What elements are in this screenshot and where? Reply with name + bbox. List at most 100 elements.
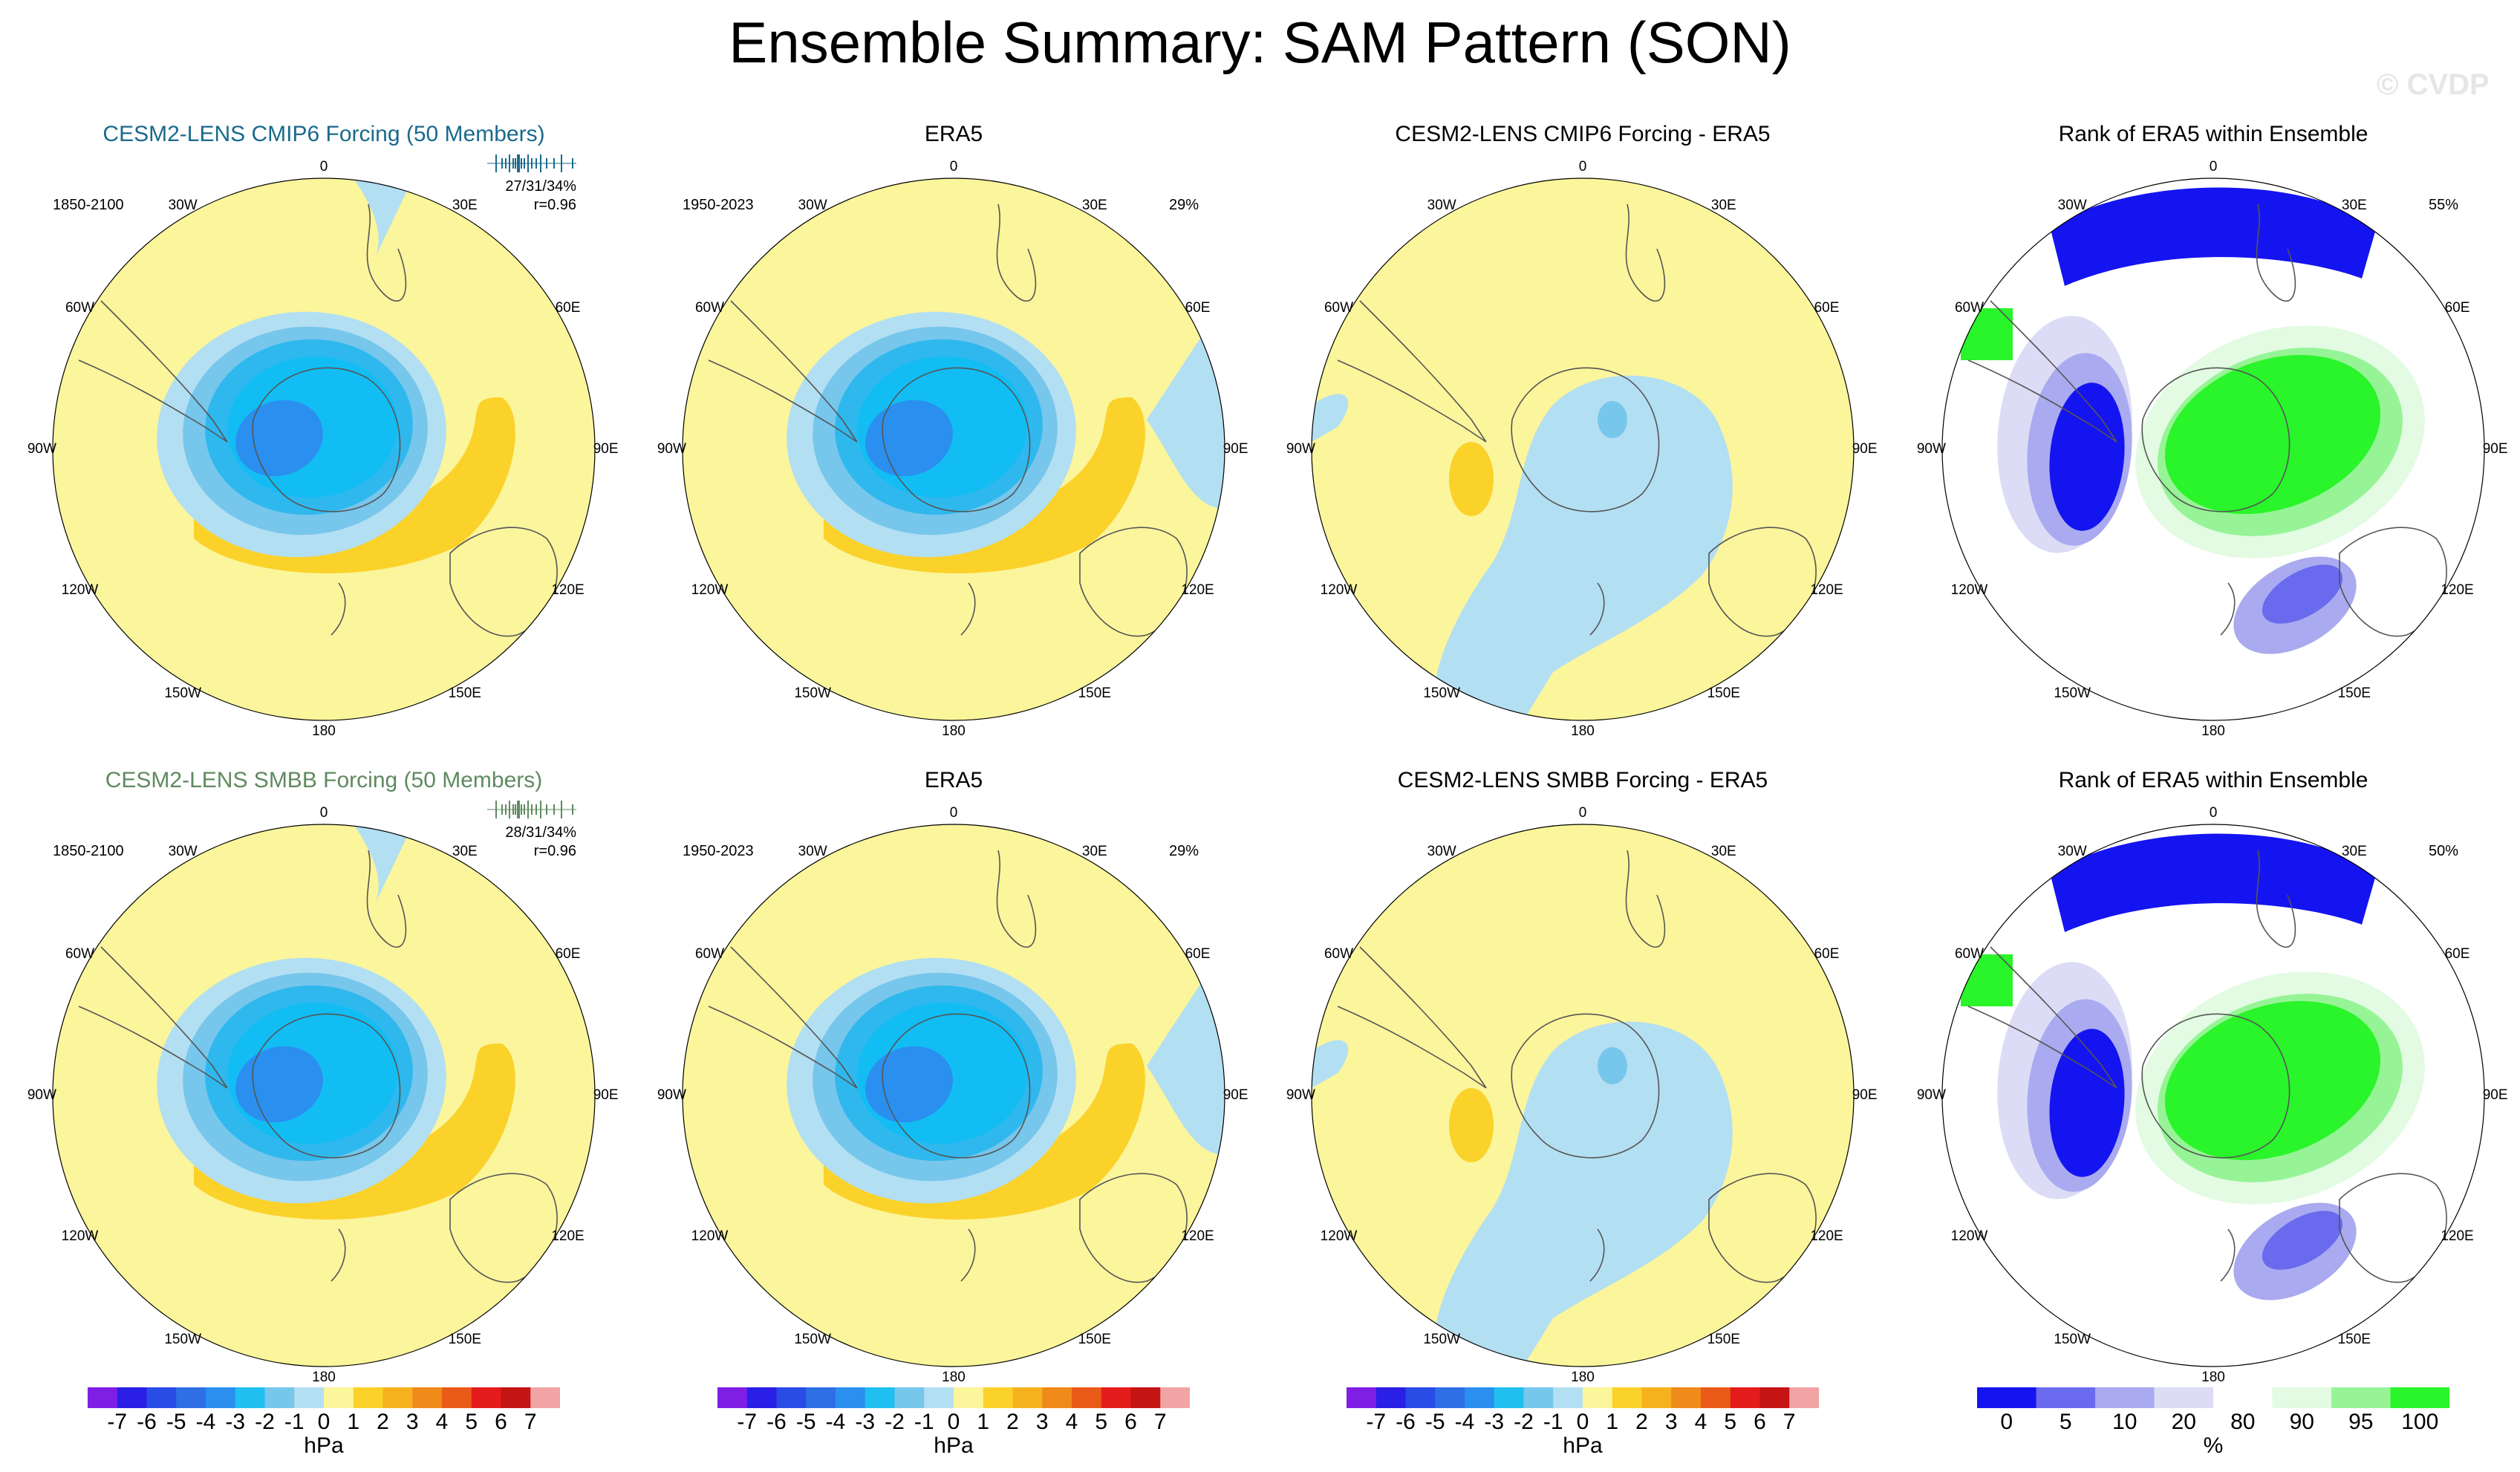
diff-panel-title: CESM2-LENS CMIP6 Forcing - ERA5 xyxy=(1395,122,1771,146)
longitude-label: 60W xyxy=(1954,946,1985,963)
colorbar-tick-label: 2 xyxy=(1635,1410,1648,1434)
longitude-label: 0 xyxy=(2209,805,2218,821)
longitude-label: 150W xyxy=(794,685,832,701)
rank-low-region-west xyxy=(2049,1029,2125,1177)
colorbar-swatch xyxy=(1612,1387,1642,1408)
negative-difference-core xyxy=(1598,1047,1627,1084)
colorbar-swatch xyxy=(717,1387,748,1408)
new-zealand-coastline xyxy=(331,1228,346,1282)
longitude-label: 90E xyxy=(1852,1087,1878,1103)
colorbar-tick-label: -2 xyxy=(1514,1410,1534,1434)
longitude-label: 90W xyxy=(657,1087,686,1103)
longitude-label: 60E xyxy=(1814,946,1840,963)
longitude-label: 30E xyxy=(2341,197,2367,213)
longitude-label: 180 xyxy=(2201,1369,2225,1385)
colorbar-unit-label: hPa xyxy=(304,1433,344,1458)
rank-low-north-arc xyxy=(2050,833,2377,932)
longitude-label: 30W xyxy=(168,843,198,859)
longitude-label: 90E xyxy=(2482,441,2508,457)
period-label: 1950-2023 xyxy=(683,197,754,213)
rank-high-green-region xyxy=(2164,1000,2381,1161)
colorbar-tick-label: 3 xyxy=(406,1410,419,1434)
longitude-label: 60E xyxy=(555,946,581,963)
colorbar-tick-label: 95 xyxy=(2348,1410,2374,1434)
longitude-label: 180 xyxy=(312,1369,336,1385)
longitude-label: 150E xyxy=(1707,685,1740,701)
longitude-label: 120E xyxy=(2441,582,2474,598)
colorbar-swatch xyxy=(412,1387,443,1408)
colorbar-swatch xyxy=(865,1387,895,1408)
longitude-label: 30E xyxy=(452,197,478,213)
model-panel-title: CESM2-LENS SMBB Forcing (50 Members) xyxy=(105,768,543,792)
pattern-variance-stat: 27/31/34% xyxy=(505,178,576,195)
era5-map-row-2 xyxy=(682,824,1225,1367)
longitude-label: 150W xyxy=(2054,1331,2091,1347)
longitude-label: 90E xyxy=(593,1087,619,1103)
colorbar-swatch xyxy=(324,1387,354,1408)
model-map-row-2 xyxy=(52,824,596,1367)
longitude-label: 60E xyxy=(2444,300,2470,316)
new-zealand-coastline xyxy=(960,1228,976,1282)
south-america-coastline xyxy=(78,300,228,443)
longitude-label: 150E xyxy=(1078,685,1111,701)
africa-coastline xyxy=(366,203,407,302)
map-border xyxy=(1941,824,2485,1367)
rank-map-row-1 xyxy=(1941,178,2485,721)
africa-coastline xyxy=(2256,203,2296,302)
longitude-label: 30W xyxy=(1427,843,1456,859)
longitude-label: 30W xyxy=(2057,843,2087,859)
longitude-label: 120W xyxy=(1320,1228,1358,1244)
longitude-label: 150W xyxy=(164,685,202,701)
colorbar-tick-label: 100 xyxy=(2401,1410,2439,1434)
positive-difference-blob xyxy=(1449,442,1494,516)
longitude-label: 30W xyxy=(168,197,198,213)
longitude-label: 120E xyxy=(1810,1228,1843,1244)
pressure-colorbar xyxy=(1347,1387,1819,1408)
colorbar-swatch xyxy=(1160,1387,1190,1408)
colorbar-swatch xyxy=(836,1387,866,1408)
era5-panel-title: ERA5 xyxy=(924,768,983,792)
longitude-label: 90E xyxy=(1852,441,1878,457)
longitude-label: 0 xyxy=(2209,159,2218,175)
longitude-label: 30E xyxy=(1710,843,1736,859)
colorbar-tick-label: 20 xyxy=(2171,1410,2196,1434)
colorbar-tick-label: 6 xyxy=(495,1410,507,1434)
colorbar-swatch xyxy=(1130,1387,1161,1408)
explained-variance-label: 29% xyxy=(1169,843,1199,859)
pressure-colorbar xyxy=(717,1387,1190,1408)
longitude-label: 120W xyxy=(1950,582,1988,598)
colorbar-tick-label: 7 xyxy=(1153,1410,1167,1434)
colorbar-tick-label: 5 xyxy=(2059,1410,2072,1434)
colorbar-tick-label: -5 xyxy=(166,1410,186,1434)
colorbar-swatch xyxy=(1405,1387,1436,1408)
longitude-label: 90W xyxy=(657,441,686,457)
antarctica-coastline xyxy=(882,367,1031,512)
south-america-coastline xyxy=(1337,300,1487,443)
longitude-label: 60E xyxy=(1185,946,1211,963)
colorbar-tick-label: 4 xyxy=(1065,1410,1078,1434)
model-panel-title: CESM2-LENS CMIP6 Forcing (50 Members) xyxy=(102,122,545,146)
pattern-correlation-stat: r=0.96 xyxy=(533,843,576,859)
longitude-label: 90W xyxy=(1286,441,1315,457)
pattern-correlation-stat: r=0.96 xyxy=(533,197,576,213)
positive-anomaly-band-north xyxy=(354,178,413,256)
longitude-label: 120W xyxy=(1950,1228,1988,1244)
longitude-label: 90E xyxy=(1222,441,1248,457)
colorbar-tick-label: 5 xyxy=(1095,1410,1108,1434)
colorbar-tick-label: 5 xyxy=(1724,1410,1737,1434)
new-zealand-coastline xyxy=(2220,1228,2236,1282)
colorbar-tick-label: 0 xyxy=(2000,1410,2013,1434)
longitude-label: 60E xyxy=(1185,300,1211,316)
antarctica-coastline xyxy=(2141,367,2291,512)
colorbar-swatch xyxy=(442,1387,472,1408)
longitude-label: 150W xyxy=(1423,685,1461,701)
colorbar-tick-label: -1 xyxy=(1543,1410,1563,1434)
longitude-label: 150W xyxy=(1423,1331,1461,1347)
longitude-label: 120W xyxy=(691,1228,729,1244)
south-america-coastline xyxy=(708,300,858,443)
south-america-coastline xyxy=(1967,300,2117,443)
colorbar-tick-label: 0 xyxy=(1576,1410,1589,1434)
new-zealand-coastline xyxy=(960,582,976,636)
colorbar-tick-label: -4 xyxy=(825,1410,846,1434)
colorbar-tick-label: -4 xyxy=(195,1410,216,1434)
